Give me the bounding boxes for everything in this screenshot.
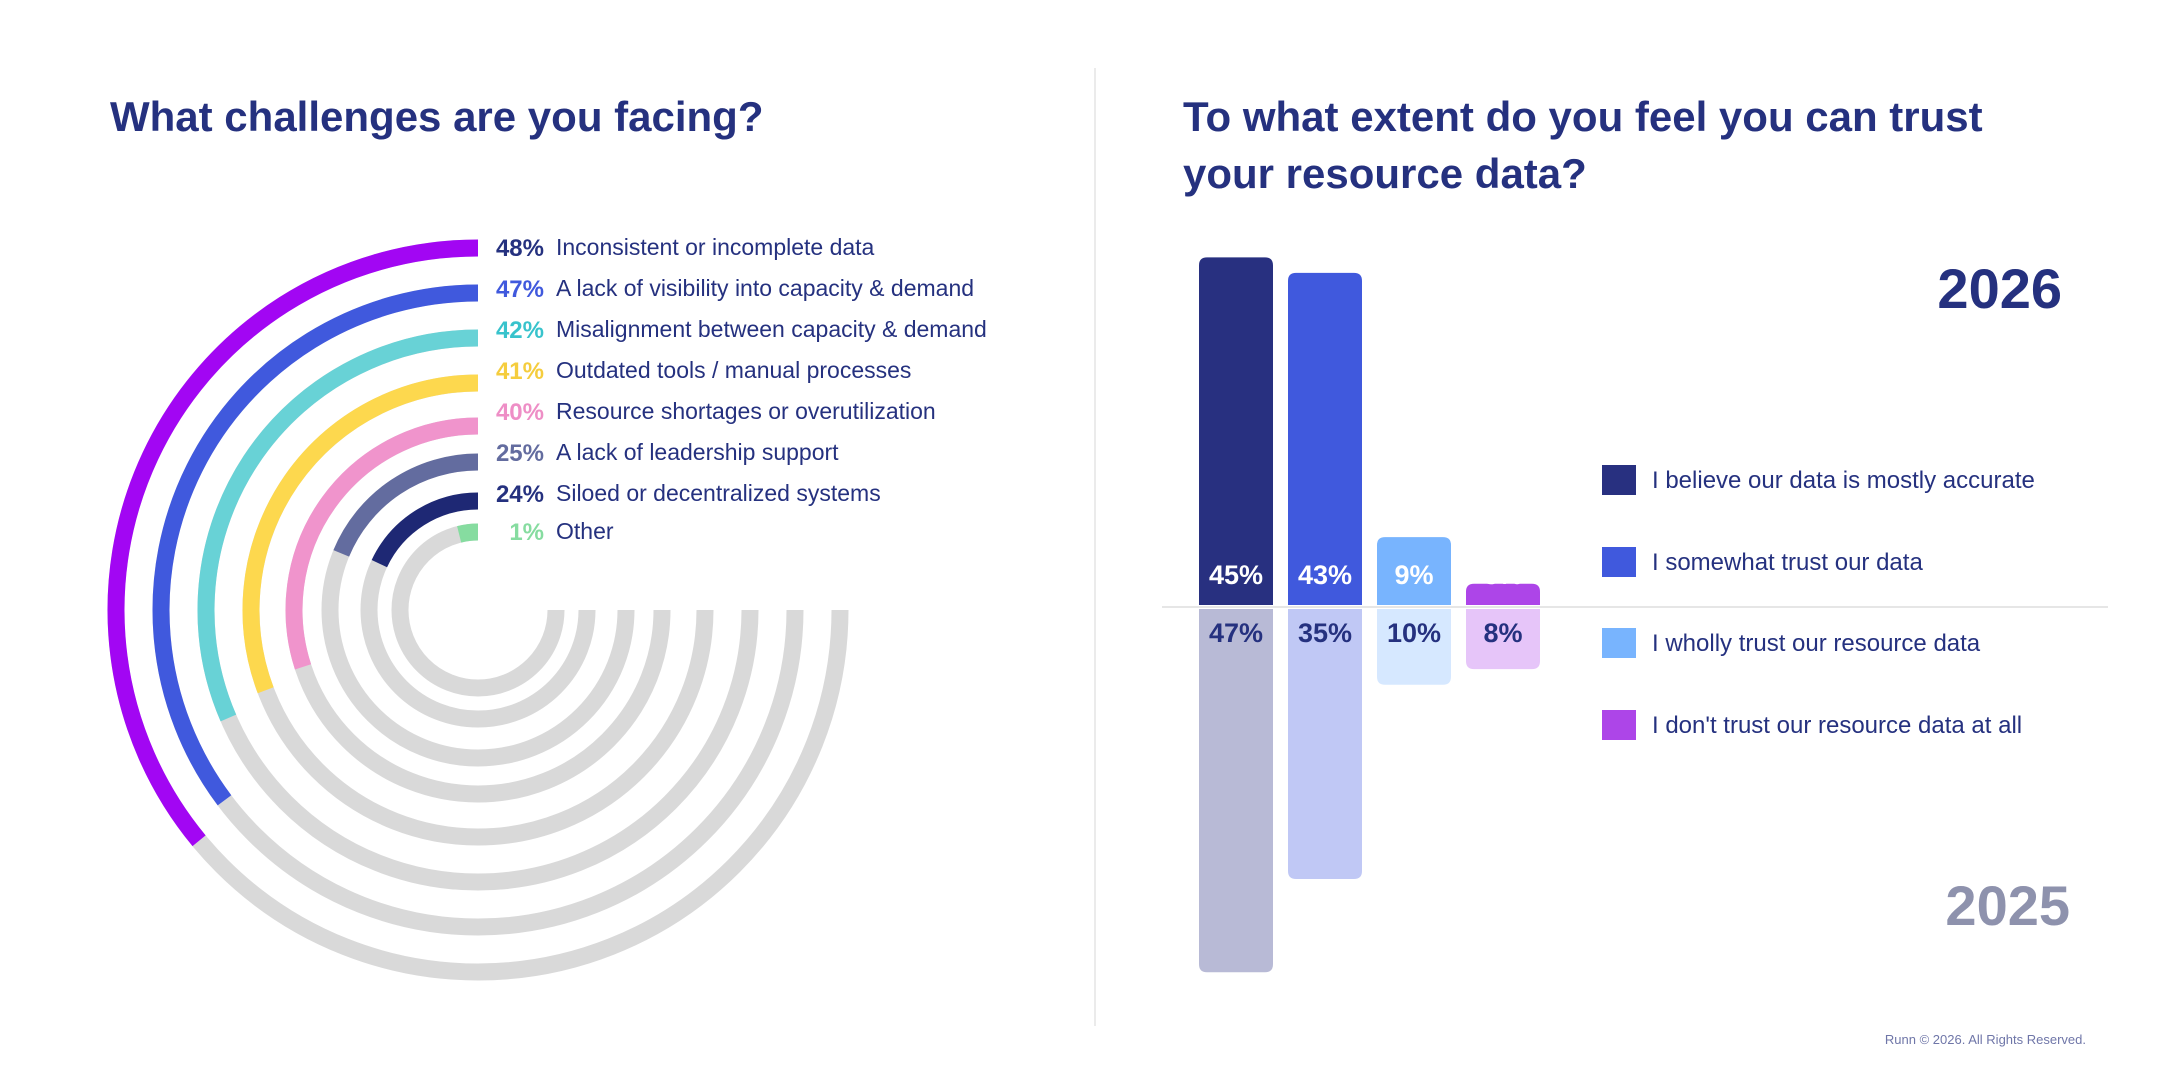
bar-2026: [1466, 583, 1540, 605]
challenges-radial-chart: 48% Inconsistent or incomplete data 47% A l…: [107, 234, 987, 981]
legend-label: I believe our data is mostly accurate: [1652, 467, 2035, 494]
legend-label: I wholly trust our resource data: [1652, 630, 1981, 657]
challenge-value-label: 41%: [496, 358, 544, 385]
ring-arc: [457, 523, 479, 543]
challenge-value-label: 40%: [496, 399, 544, 426]
panel-divider: [1094, 68, 1096, 1026]
bar-2026-value-label: 3%: [1483, 560, 1522, 590]
year-label-2025: 2025: [1945, 874, 2070, 937]
challenge-category-label: Other: [556, 518, 614, 544]
legend-swatch: [1602, 628, 1636, 658]
challenge-value-label: 24%: [496, 481, 544, 508]
bar-2026: [1288, 272, 1362, 605]
year-label-2026: 2026: [1937, 257, 2062, 320]
legend-swatch: [1602, 710, 1636, 740]
ring-arc: [152, 284, 479, 806]
ring-arc: [285, 417, 479, 670]
challenge-value-label: 1%: [509, 519, 544, 546]
bar-2026-value-label: 43%: [1298, 560, 1352, 590]
bar-2025: [1199, 609, 1273, 973]
legend-swatch: [1602, 465, 1636, 495]
challenge-category-label: A lack of leadership support: [556, 439, 839, 465]
challenges-chart-title: What challenges are you facing?: [110, 93, 764, 140]
ring-arc: [371, 492, 479, 568]
legend-label: I don't trust our resource data at all: [1652, 712, 2022, 739]
challenge-value-label: 25%: [496, 440, 544, 467]
bar-2025: [1377, 609, 1451, 685]
challenge-category-label: Resource shortages or overutilization: [556, 398, 936, 424]
challenge-category-label: Misalignment between capacity & demand: [556, 316, 987, 342]
bar-2025-value-label: 10%: [1387, 618, 1441, 648]
ring-arc: [242, 374, 479, 694]
legend-label: I somewhat trust our data: [1652, 549, 1923, 576]
challenge-category-label: Inconsistent or incomplete data: [556, 234, 875, 260]
bar-2026-value-label: 9%: [1394, 560, 1433, 590]
trust-chart-title: To what extent do you feel you can trust…: [1183, 93, 1983, 197]
copyright-footer: Runn © 2026. All Rights Reserved.: [1884, 1032, 2086, 1047]
bar-2025-value-label: 35%: [1298, 618, 1352, 648]
bar-2026: [1199, 257, 1273, 605]
bar-2025-value-label: 8%: [1483, 618, 1522, 648]
challenge-category-label: Outdated tools / manual processes: [556, 357, 911, 383]
legend-swatch: [1602, 547, 1636, 577]
challenge-category-label: A lack of visibility into capacity & dem…: [556, 275, 974, 301]
ring-arc: [107, 239, 479, 847]
challenge-value-label: 48%: [496, 235, 544, 262]
bar-2026-value-label: 45%: [1209, 560, 1263, 590]
ring-arc: [197, 329, 479, 722]
bar-2025: [1466, 609, 1540, 670]
bar-2026: [1377, 537, 1451, 605]
bar-2025: [1288, 609, 1362, 879]
ring-track: [391, 523, 565, 697]
challenge-category-label: Siloed or decentralized systems: [556, 480, 881, 506]
challenge-value-label: 47%: [496, 276, 544, 303]
ring-arc: [333, 453, 479, 557]
challenge-value-label: 42%: [496, 317, 544, 344]
bar-2025-value-label: 47%: [1209, 618, 1263, 648]
